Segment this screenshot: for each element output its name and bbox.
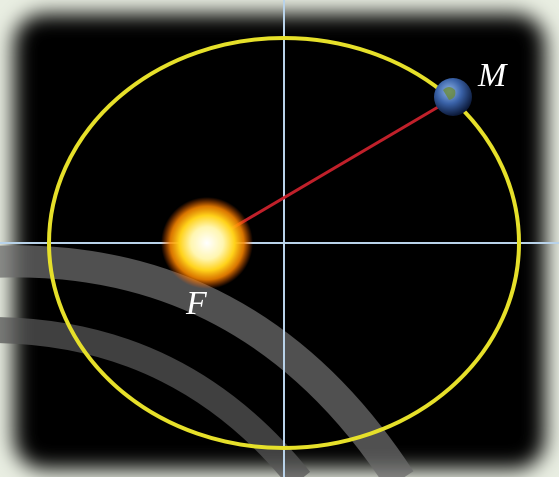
gray-arc — [0, 317, 311, 477]
orbit-ellipse — [47, 36, 521, 450]
planet-land — [443, 87, 456, 100]
radius-line — [206, 98, 451, 245]
gray-arc — [0, 245, 414, 477]
space-background — [14, 14, 545, 469]
focus-label: F — [185, 285, 208, 322]
sun — [161, 197, 253, 289]
planet-label: M — [477, 57, 508, 94]
